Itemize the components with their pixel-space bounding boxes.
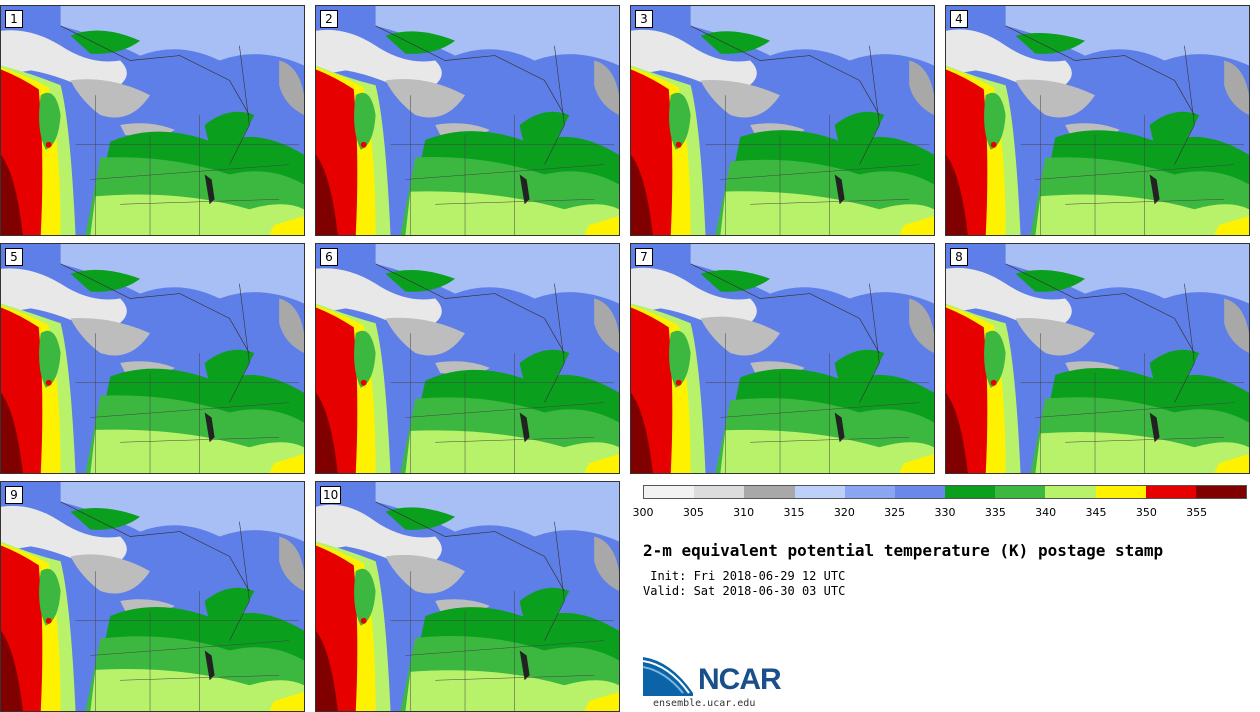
map-panel: 10 <box>315 481 620 712</box>
member-label: 8 <box>950 248 968 266</box>
colorbar-segment <box>844 486 895 498</box>
map-panel: 9 <box>0 481 305 712</box>
colorbar-segment <box>1095 486 1146 498</box>
member-label: 1 <box>5 10 23 28</box>
colorbar-segment <box>945 486 996 498</box>
colorbar-tick-label: 350 <box>1135 506 1157 519</box>
colorbar-segment <box>644 486 695 498</box>
colorbar-tick-label: 315 <box>783 506 805 519</box>
member-label: 5 <box>5 248 23 266</box>
colorbar-segment <box>794 486 845 498</box>
colorbar-tick-label: 305 <box>682 506 704 519</box>
member-label: 4 <box>950 10 968 28</box>
member-label: 7 <box>635 248 653 266</box>
colorbar-segment <box>1195 486 1247 498</box>
member-label: 9 <box>5 486 23 504</box>
figure-title: 2-m equivalent potential temperature (K)… <box>643 541 1164 560</box>
member-label: 3 <box>635 10 653 28</box>
colorbar-segment <box>694 486 745 498</box>
map-panel: 5 <box>0 243 305 474</box>
colorbar-segment <box>1045 486 1096 498</box>
init-time: Init: Fri 2018-06-29 12 UTC <box>643 569 846 583</box>
map-panel: 2 <box>315 5 620 236</box>
colorbar-tick-label: 330 <box>934 506 956 519</box>
colorbar-tick-label: 310 <box>733 506 755 519</box>
colorbar-segment <box>995 486 1046 498</box>
member-label: 6 <box>320 248 338 266</box>
map-panel: 6 <box>315 243 620 474</box>
colorbar-segment <box>894 486 946 498</box>
map-panel: 4 <box>945 5 1250 236</box>
valid-time: Valid: Sat 2018-06-30 03 UTC <box>643 584 846 598</box>
member-label: 2 <box>320 10 338 28</box>
map-panel: 1 <box>0 5 305 236</box>
ncar-logo-text: NCAR <box>698 663 782 696</box>
map-panel: 8 <box>945 243 1250 474</box>
site-url: ensemble.ucar.edu <box>653 698 756 709</box>
ncar-logo-icon <box>643 657 693 696</box>
map-panel: 3 <box>630 5 935 236</box>
colorbar <box>643 485 1247 499</box>
colorbar-tick-label: 300 <box>632 506 654 519</box>
colorbar-tick-label: 340 <box>1035 506 1057 519</box>
map-panel: 7 <box>630 243 935 474</box>
colorbar-tick-label: 355 <box>1186 506 1208 519</box>
colorbar-tick-label: 325 <box>884 506 906 519</box>
colorbar-tick-label: 345 <box>1085 506 1107 519</box>
colorbar-segment <box>1145 486 1196 498</box>
colorbar-segment <box>744 486 795 498</box>
colorbar-tick-label: 320 <box>833 506 855 519</box>
member-label: 10 <box>320 486 342 504</box>
colorbar-tick-label: 335 <box>984 506 1006 519</box>
